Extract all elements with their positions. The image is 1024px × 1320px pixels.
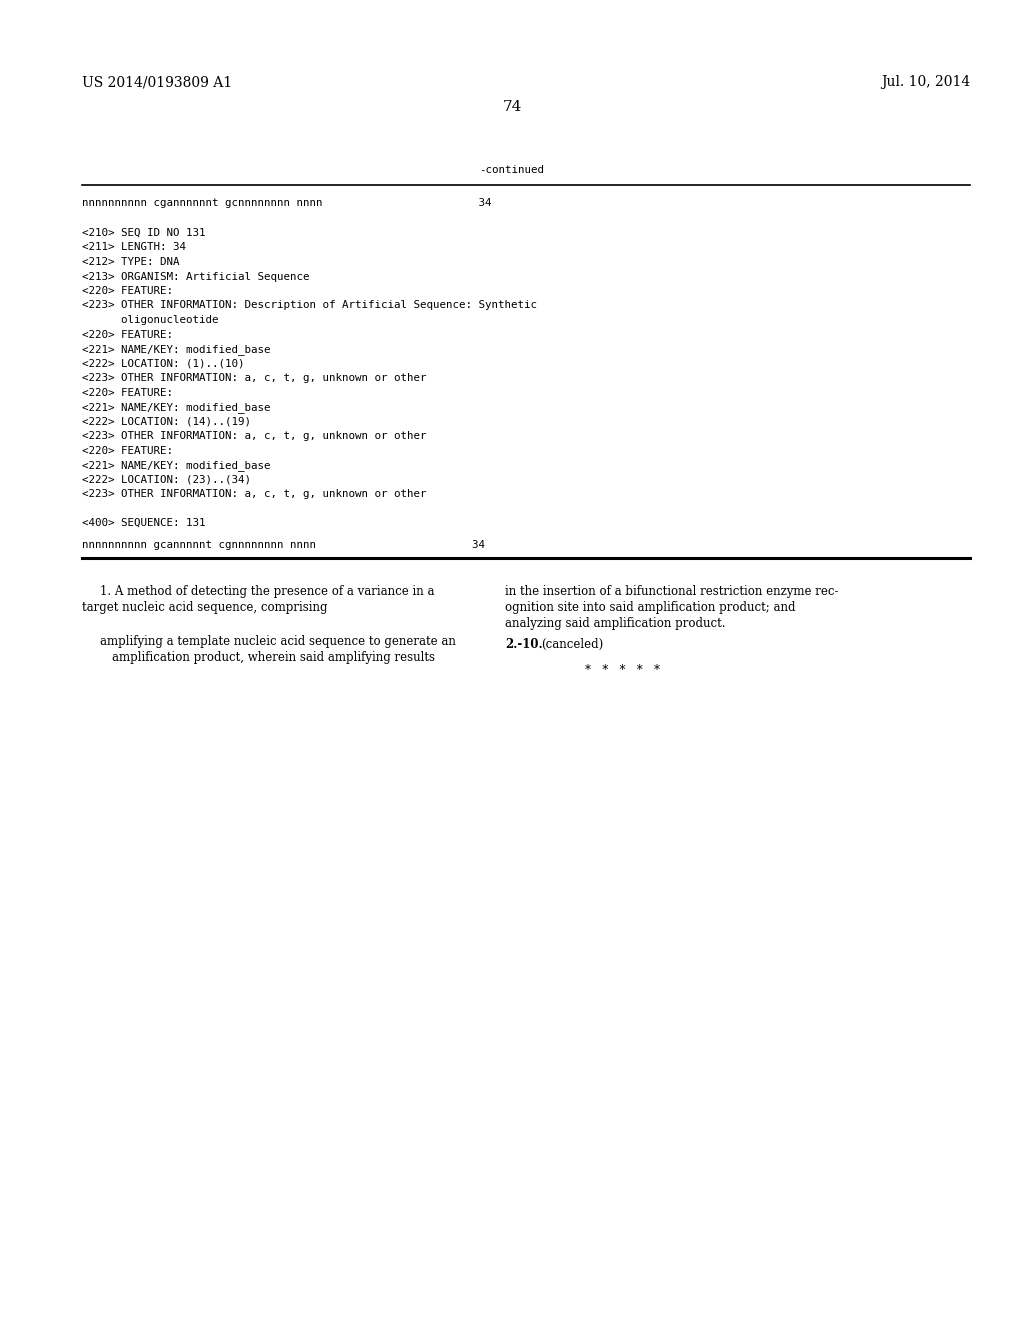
Text: <211> LENGTH: 34: <211> LENGTH: 34: [82, 243, 186, 252]
Text: <212> TYPE: DNA: <212> TYPE: DNA: [82, 257, 179, 267]
Text: <223> OTHER INFORMATION: a, c, t, g, unknown or other: <223> OTHER INFORMATION: a, c, t, g, unk…: [82, 488, 427, 499]
Text: Jul. 10, 2014: Jul. 10, 2014: [881, 75, 970, 88]
Text: <213> ORGANISM: Artificial Sequence: <213> ORGANISM: Artificial Sequence: [82, 272, 309, 281]
Text: <221> NAME/KEY: modified_base: <221> NAME/KEY: modified_base: [82, 459, 270, 471]
Text: <223> OTHER INFORMATION: a, c, t, g, unknown or other: <223> OTHER INFORMATION: a, c, t, g, unk…: [82, 432, 427, 441]
Text: <222> LOCATION: (1)..(10): <222> LOCATION: (1)..(10): [82, 359, 245, 368]
Text: (canceled): (canceled): [541, 638, 603, 651]
Text: US 2014/0193809 A1: US 2014/0193809 A1: [82, 75, 232, 88]
Text: <221> NAME/KEY: modified_base: <221> NAME/KEY: modified_base: [82, 403, 270, 413]
Text: <210> SEQ ID NO 131: <210> SEQ ID NO 131: [82, 228, 206, 238]
Text: 74: 74: [503, 100, 521, 114]
Text: <222> LOCATION: (14)..(19): <222> LOCATION: (14)..(19): [82, 417, 251, 426]
Text: <222> LOCATION: (23)..(34): <222> LOCATION: (23)..(34): [82, 474, 251, 484]
Text: <221> NAME/KEY: modified_base: <221> NAME/KEY: modified_base: [82, 345, 270, 355]
Text: <220> FEATURE:: <220> FEATURE:: [82, 446, 173, 455]
Text: 1. A method of detecting the presence of a variance in a: 1. A method of detecting the presence of…: [100, 586, 434, 598]
Text: nnnnnnnnnn gcannnnnt cgnnnnnnnn nnnn                        34: nnnnnnnnnn gcannnnnt cgnnnnnnnn nnnn 34: [82, 540, 485, 549]
Text: -continued: -continued: [479, 165, 545, 176]
Text: 2.-10.: 2.-10.: [505, 638, 543, 651]
Text: amplifying a template nucleic acid sequence to generate an: amplifying a template nucleic acid seque…: [100, 635, 456, 648]
Text: *   *   *   *   *: * * * * *: [585, 664, 660, 676]
Text: nnnnnnnnnn cgannnnnnt gcnnnnnnnn nnnn                        34: nnnnnnnnnn cgannnnnnt gcnnnnnnnn nnnn 34: [82, 198, 492, 209]
Text: amplification product, wherein said amplifying results: amplification product, wherein said ampl…: [112, 652, 435, 664]
Text: in the insertion of a bifunctional restriction enzyme rec-: in the insertion of a bifunctional restr…: [505, 586, 839, 598]
Text: <220> FEATURE:: <220> FEATURE:: [82, 286, 173, 296]
Text: <220> FEATURE:: <220> FEATURE:: [82, 330, 173, 339]
Text: ognition site into said amplification product; and: ognition site into said amplification pr…: [505, 602, 796, 615]
Text: <220> FEATURE:: <220> FEATURE:: [82, 388, 173, 397]
Text: <223> OTHER INFORMATION: Description of Artificial Sequence: Synthetic: <223> OTHER INFORMATION: Description of …: [82, 301, 537, 310]
Text: <223> OTHER INFORMATION: a, c, t, g, unknown or other: <223> OTHER INFORMATION: a, c, t, g, unk…: [82, 374, 427, 383]
Text: <400> SEQUENCE: 131: <400> SEQUENCE: 131: [82, 517, 206, 528]
Text: oligonucleotide: oligonucleotide: [82, 315, 218, 325]
Text: analyzing said amplification product.: analyzing said amplification product.: [505, 618, 725, 631]
Text: target nucleic acid sequence, comprising: target nucleic acid sequence, comprising: [82, 602, 328, 615]
